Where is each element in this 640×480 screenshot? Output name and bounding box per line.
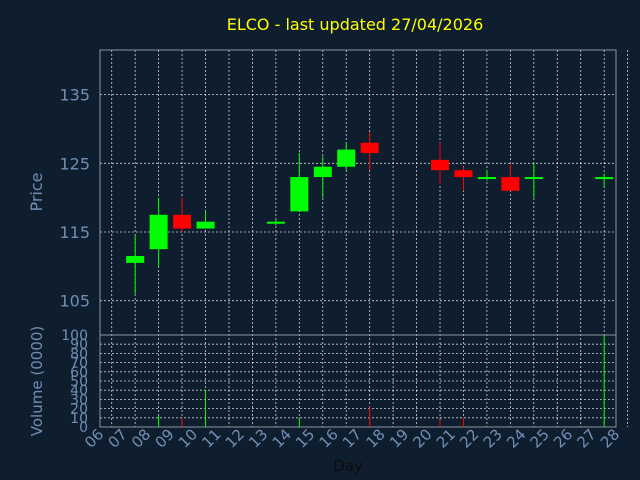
x-tick-label: 07 (105, 425, 131, 451)
price-tick-label: 115 (59, 223, 90, 242)
volume-tick-label: 70 (70, 356, 88, 372)
candle-body (149, 214, 168, 250)
x-tick-label: 08 (128, 425, 154, 451)
volume-tick-label: 100 (61, 328, 88, 344)
candle-body (290, 177, 309, 212)
x-tick-label: 11 (198, 425, 224, 451)
volume-axis-label: Volume (0000) (28, 326, 46, 436)
price-panel-frame (99, 49, 617, 336)
x-tick-label: 19 (386, 425, 412, 451)
x-tick-label: 10 (175, 425, 201, 451)
volume-tick-label: 30 (70, 392, 88, 408)
x-tick-label: 09 (151, 425, 177, 451)
x-tick-label: 27 (574, 425, 600, 451)
volume-tick-label: 90 (70, 337, 88, 353)
x-tick-label: 23 (480, 425, 506, 451)
x-tick-label: 18 (362, 425, 388, 451)
volume-tick-label: 40 (70, 383, 88, 399)
candle-body (501, 177, 520, 191)
candle-body (595, 177, 614, 180)
x-tick-label: 21 (433, 425, 459, 451)
candle-body (173, 214, 192, 229)
x-tick-label: 26 (550, 425, 576, 451)
candle-body (313, 166, 332, 178)
candle-body (196, 221, 215, 229)
chart-title: ELCO - last updated 27/04/2026 (227, 15, 484, 34)
candle-body (337, 149, 356, 167)
x-tick-label: 16 (316, 425, 342, 451)
x-tick-label: 28 (597, 425, 623, 451)
price-tick-label: 105 (59, 292, 90, 311)
x-tick-label: 15 (292, 425, 318, 451)
volume-tick-label: 80 (70, 346, 88, 362)
candle-body (524, 177, 543, 180)
price-axis-label: Price (27, 172, 46, 211)
x-tick-label: 24 (503, 425, 529, 451)
candle-body (266, 221, 285, 224)
x-tick-label: 22 (456, 425, 482, 451)
x-tick-label: 13 (245, 425, 271, 451)
x-tick-label: 17 (339, 425, 365, 451)
candle-body (477, 177, 496, 180)
candle-body (454, 170, 473, 178)
volume-tick-label: 20 (70, 402, 88, 418)
candle-body (126, 256, 145, 263)
volume-tick-label: 0 (79, 420, 88, 436)
x-tick-label: 12 (222, 425, 248, 451)
volume-panel-frame (99, 334, 617, 428)
volume-tick-label: 10 (70, 411, 88, 427)
price-tick-label: 125 (59, 154, 90, 173)
x-axis-label: Day (333, 457, 363, 475)
x-tick-label: 14 (269, 425, 295, 451)
candle-body (431, 159, 450, 171)
candle-body (360, 142, 379, 154)
x-tick-label: 25 (527, 425, 553, 451)
volume-tick-label: 60 (70, 365, 88, 381)
price-tick-label: 135 (59, 86, 90, 105)
x-tick-label: 20 (409, 425, 435, 451)
volume-tick-label: 50 (70, 374, 88, 390)
